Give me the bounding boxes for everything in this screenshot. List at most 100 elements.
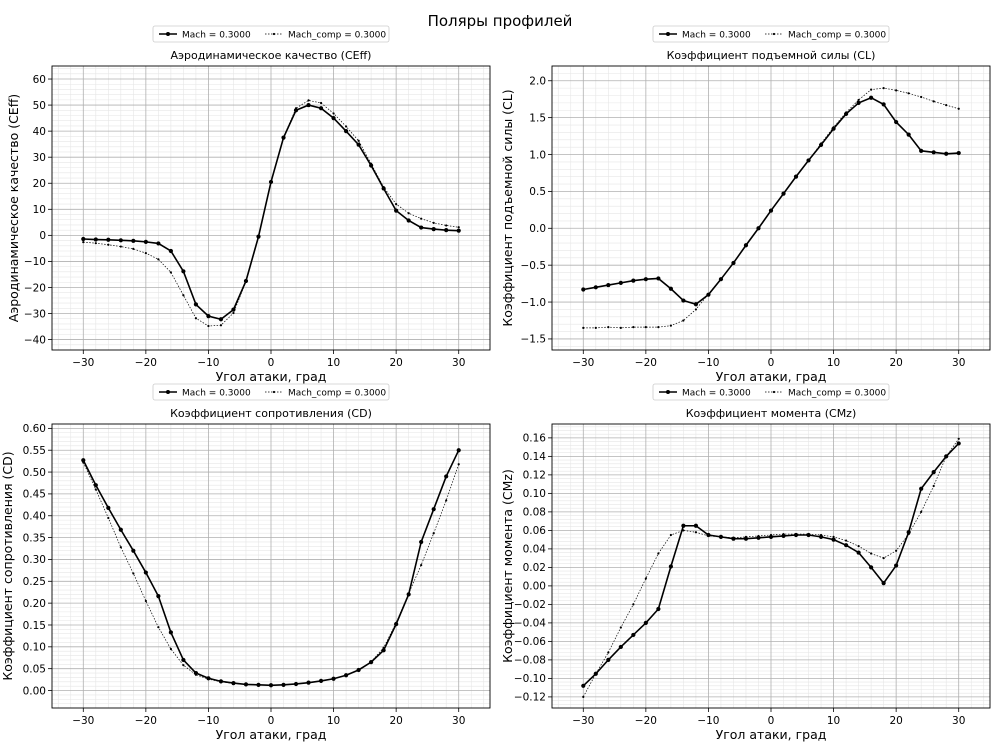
y-tick-label: 0.04 <box>523 544 547 556</box>
data-point <box>370 162 373 165</box>
data-point <box>232 682 235 685</box>
data-point <box>157 626 160 629</box>
y-tick-label: 2.0 <box>529 76 546 88</box>
data-point <box>832 535 835 538</box>
y-tick-label: 0.30 <box>23 554 46 566</box>
data-point <box>319 101 323 105</box>
x-tick-label: 10 <box>327 357 340 369</box>
x-tick-label: −30 <box>72 357 94 369</box>
data-point <box>906 132 911 137</box>
y-tick-label: 0.25 <box>23 576 46 588</box>
data-point <box>844 111 848 114</box>
data-point <box>668 564 673 569</box>
data-point <box>432 221 435 224</box>
data-point <box>419 225 424 230</box>
data-point <box>668 286 673 291</box>
data-point <box>420 564 423 567</box>
data-point <box>606 282 611 288</box>
series-mach <box>581 441 961 688</box>
data-point <box>182 664 185 667</box>
data-point <box>357 668 360 672</box>
y-tick-label: −1.5 <box>521 334 547 346</box>
data-point <box>194 317 198 320</box>
data-point <box>182 294 185 297</box>
data-point <box>168 630 173 635</box>
data-point <box>869 95 874 100</box>
plot-frame <box>551 423 991 709</box>
data-point <box>107 516 110 520</box>
y-tick-label: 0.10 <box>23 642 46 654</box>
x-tick-label: −20 <box>135 715 157 727</box>
data-point <box>732 536 735 539</box>
x-tick-label: 0 <box>768 357 775 369</box>
y-tick-label: 0.60 <box>23 423 46 435</box>
chart-title: Коэффициент сопротивления (CD) <box>170 407 372 420</box>
legend-marker <box>272 390 276 394</box>
data-point <box>744 244 748 247</box>
legend-marker <box>772 390 776 394</box>
data-point <box>870 552 873 555</box>
data-point <box>856 550 861 555</box>
data-point <box>669 324 672 327</box>
x-tick-label: 10 <box>827 715 840 727</box>
data-point <box>769 209 773 212</box>
y-tick-label: 0.40 <box>23 511 46 523</box>
data-point <box>681 298 686 303</box>
data-point <box>694 531 698 534</box>
data-point <box>457 463 460 466</box>
x-tick-label: 30 <box>452 357 465 369</box>
data-point <box>456 228 461 233</box>
data-point <box>282 136 285 139</box>
data-point <box>644 326 647 329</box>
data-point <box>394 208 399 213</box>
data-point <box>682 529 685 532</box>
data-point <box>744 535 748 538</box>
data-point <box>357 139 360 142</box>
data-point <box>431 227 436 232</box>
data-point <box>144 599 147 603</box>
x-tick-label: 10 <box>827 357 840 369</box>
data-point <box>757 227 760 230</box>
y-tick-label: 0.55 <box>23 445 46 457</box>
data-point <box>419 539 424 545</box>
series-mach-comp <box>582 437 960 698</box>
data-point <box>244 683 248 686</box>
data-point <box>895 549 898 552</box>
x-tick-label: −10 <box>697 357 719 369</box>
data-point <box>732 261 735 265</box>
data-point <box>106 237 111 242</box>
data-point <box>631 278 636 283</box>
data-point <box>719 278 723 281</box>
y-tick-label: 0.35 <box>23 532 46 544</box>
data-point <box>119 546 122 549</box>
y-tick-label: 0.02 <box>523 562 546 574</box>
legend-entry-mach-comp: Mach_comp = 0.3000 <box>765 30 886 40</box>
data-point <box>818 534 824 539</box>
data-point <box>794 175 798 178</box>
legend-marker <box>166 32 170 36</box>
y-tick-label: 20 <box>33 178 46 190</box>
y-tick-label: −40 <box>24 334 46 346</box>
data-point <box>119 245 122 248</box>
data-point <box>294 682 298 686</box>
data-point <box>407 212 410 215</box>
data-point <box>581 683 586 688</box>
legend-label: Mach = 0.3000 <box>682 388 751 398</box>
data-point <box>344 125 348 128</box>
data-point <box>757 534 760 538</box>
data-point <box>807 159 810 162</box>
y-tick-label: 0.50 <box>23 467 46 479</box>
data-point <box>656 276 661 281</box>
data-point <box>643 277 648 282</box>
data-point <box>370 660 373 663</box>
data-point <box>382 186 385 189</box>
y-tick-label: 0.00 <box>23 685 46 697</box>
data-point <box>719 535 723 538</box>
data-point <box>768 534 774 539</box>
data-point <box>106 505 111 510</box>
data-point <box>81 458 86 463</box>
data-point <box>907 532 910 536</box>
plot-frame <box>51 423 491 709</box>
data-point <box>819 533 823 537</box>
data-point <box>693 523 699 528</box>
